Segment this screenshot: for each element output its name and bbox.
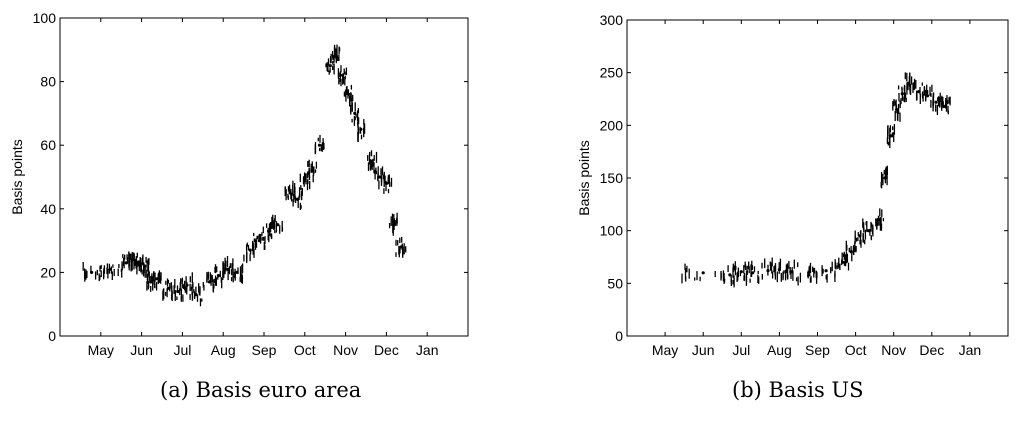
y-tick-label: 0 <box>48 328 56 344</box>
x-tick-label: Nov <box>881 342 906 358</box>
x-tick-label: Nov <box>333 342 358 358</box>
chart-a: 0 20 40 60 80 100 May Jun Jul Aug Sep Oct Nov Dec Jan B… <box>9 10 469 358</box>
x-tick-label: Aug <box>211 342 236 358</box>
data-point <box>701 271 705 275</box>
x-tick-label: Dec <box>919 342 944 358</box>
y-tick-label: 250 <box>600 65 624 81</box>
y-tick-label: 200 <box>600 117 624 133</box>
y-tick-label: 300 <box>600 12 624 28</box>
y-tick-label: 80 <box>40 74 56 90</box>
x-tick-label: Aug <box>767 342 792 358</box>
y-tick-label: 100 <box>33 10 57 26</box>
y-tick-label: 60 <box>40 137 56 153</box>
x-tick-label: Jul <box>732 342 750 358</box>
x-tick-label: May <box>652 342 678 358</box>
x-tick-label: Sep <box>252 342 277 358</box>
data-point <box>739 270 743 274</box>
data-point <box>934 100 938 104</box>
y-tick-label: 0 <box>615 328 623 344</box>
y-tick-label: 50 <box>607 275 623 291</box>
data-point <box>317 143 322 147</box>
x-tick-label: Oct <box>294 342 316 358</box>
data-point <box>824 269 828 273</box>
data-point <box>328 64 332 68</box>
plot-frame <box>626 19 1009 337</box>
x-tick-label: Sep <box>805 342 830 358</box>
x-tick-label: Jul <box>173 342 191 358</box>
y-tick-label: 150 <box>600 170 624 186</box>
caption-a: (a) Basis euro area <box>160 378 362 402</box>
x-tick-label: Jun <box>692 342 715 358</box>
x-tick-label: Jan <box>959 342 982 358</box>
y-axis-label: Basis points <box>576 140 592 215</box>
y-tick-label: 20 <box>40 264 56 280</box>
x-tick-label: Jan <box>416 342 439 358</box>
y-tick-label: 40 <box>40 201 56 217</box>
y-axis-label: Basis points <box>9 139 25 214</box>
plot-frame <box>59 17 469 337</box>
y-tick-label: 100 <box>600 223 624 239</box>
caption-b: (b) Basis US <box>732 378 864 402</box>
chart-b: 0 50 100 150 200 250 300 May Jun Jul Aug Sep Oct Nov D… <box>576 12 1009 358</box>
x-tick-label: Oct <box>845 342 867 358</box>
x-tick-label: May <box>88 342 114 358</box>
x-tick-label: Jun <box>130 342 153 358</box>
x-tick-label: Dec <box>374 342 399 358</box>
